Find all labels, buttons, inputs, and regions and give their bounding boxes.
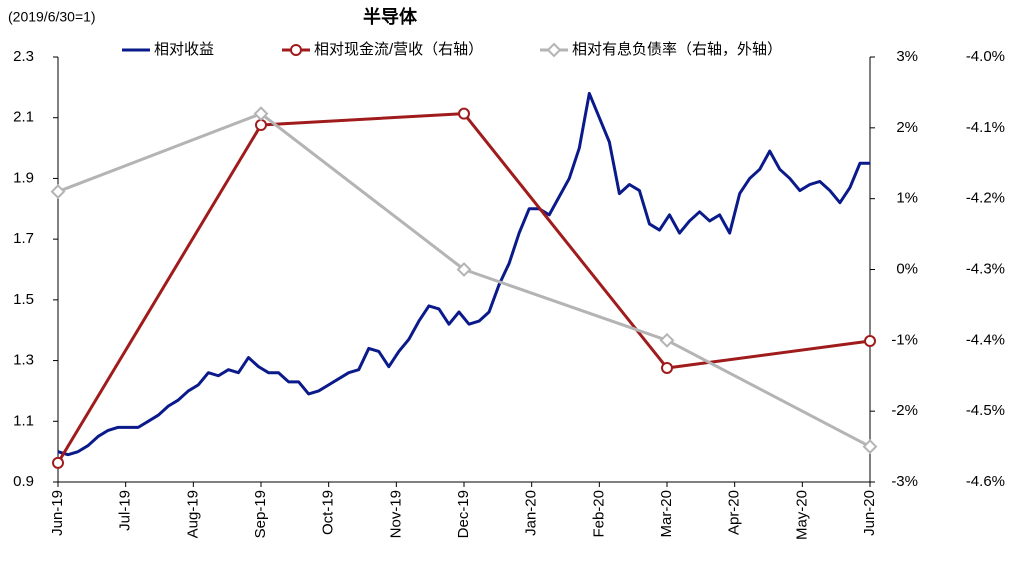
marker bbox=[862, 439, 878, 454]
marker bbox=[255, 119, 267, 131]
y2-tick-label: 2% bbox=[896, 119, 918, 136]
x-tick-label: Apr-20 bbox=[726, 490, 743, 535]
x-tick-label: Jan-20 bbox=[523, 490, 540, 536]
x-tick-label: Nov-19 bbox=[387, 490, 404, 538]
chart-title: 半导体 bbox=[363, 6, 418, 27]
x-tick-label: May-20 bbox=[793, 490, 810, 540]
y2-tick-label: -3% bbox=[891, 473, 918, 490]
y3-tick-label: -4.3% bbox=[966, 260, 1005, 277]
marker bbox=[253, 106, 269, 122]
marker bbox=[864, 335, 876, 348]
marker bbox=[50, 184, 66, 199]
legend-marker bbox=[290, 44, 302, 56]
y3-tick-label: -4.0% bbox=[966, 48, 1005, 65]
y3-tick-label: -4.5% bbox=[966, 402, 1005, 419]
y3-tick-label: -4.4% bbox=[966, 331, 1005, 348]
y2-tick-label: -2% bbox=[891, 402, 918, 419]
y-tick-label: 1.3 bbox=[13, 352, 34, 369]
y3-tick-label: -4.1% bbox=[966, 119, 1005, 136]
y2-tick-label: -1% bbox=[891, 331, 918, 348]
x-tick-label: Dec-19 bbox=[455, 490, 472, 538]
marker bbox=[456, 262, 472, 277]
x-tick-label: Jun-19 bbox=[49, 490, 66, 536]
x-tick-label: Feb-20 bbox=[590, 490, 607, 538]
y2-tick-label: 0% bbox=[896, 260, 918, 277]
marker bbox=[458, 107, 470, 120]
y-tick-label: 0.9 bbox=[13, 473, 34, 490]
x-tick-label: Sep-19 bbox=[252, 490, 269, 538]
marker bbox=[659, 332, 675, 348]
y2-tick-label: 3% bbox=[896, 48, 918, 65]
y2-tick-label: 1% bbox=[896, 190, 918, 207]
x-tick-label: Jun-20 bbox=[861, 490, 878, 536]
marker bbox=[52, 456, 64, 469]
y-tick-label: 1.5 bbox=[13, 291, 34, 308]
x-tick-label: Mar-20 bbox=[658, 490, 675, 538]
legend-label: 相对现金流/营收（右轴） bbox=[314, 41, 483, 58]
y-tick-label: 1.1 bbox=[13, 412, 34, 429]
y-tick-label: 2.3 bbox=[13, 48, 34, 65]
y-tick-label: 1.9 bbox=[13, 169, 34, 186]
series-line bbox=[57, 91, 870, 457]
series-line bbox=[56, 112, 871, 464]
y3-tick-label: -4.6% bbox=[966, 473, 1005, 490]
y-tick-label: 1.7 bbox=[13, 230, 34, 247]
x-tick-label: Jul-19 bbox=[117, 490, 134, 531]
y-tick-label: 2.1 bbox=[13, 109, 34, 126]
x-tick-label: Oct-19 bbox=[320, 490, 337, 535]
y3-tick-label: -4.2% bbox=[966, 190, 1005, 207]
marker bbox=[661, 361, 673, 374]
legend-label: 相对收益 bbox=[154, 41, 214, 58]
x-tick-label: Aug-19 bbox=[184, 490, 201, 538]
chart-subtitle: (2019/6/30=1) bbox=[8, 9, 96, 25]
legend-label: 相对有息负债率（右轴，外轴） bbox=[572, 41, 782, 58]
legend-marker bbox=[546, 42, 562, 58]
